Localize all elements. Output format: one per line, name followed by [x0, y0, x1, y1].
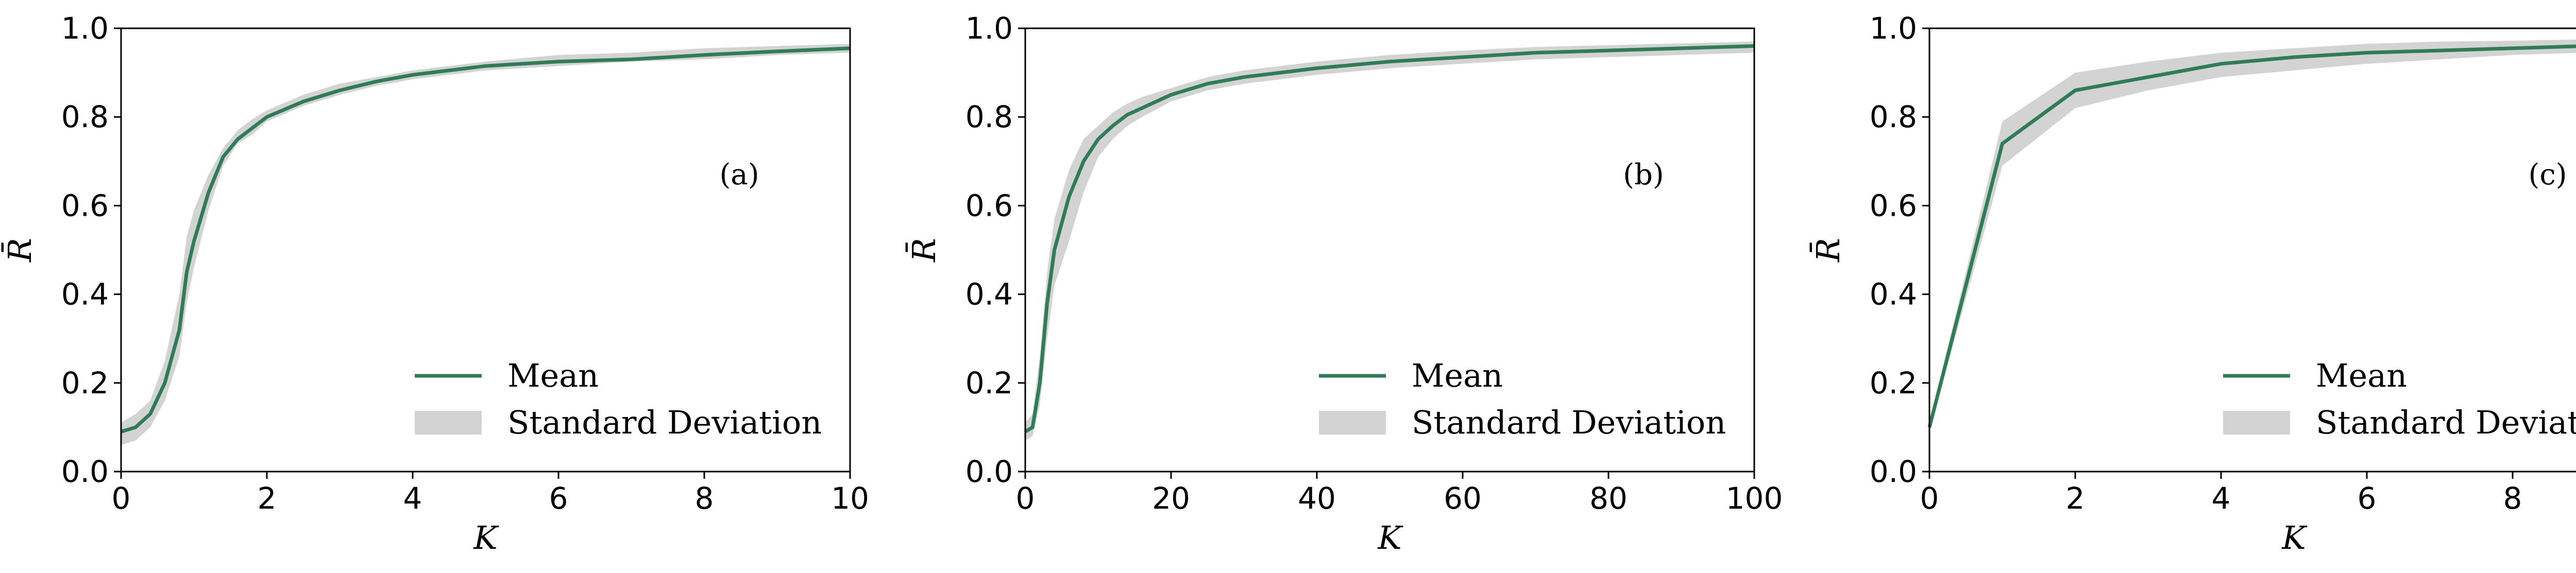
- legend-mean-label: Mean: [2316, 357, 2407, 394]
- x-axis-label: K: [473, 519, 499, 557]
- y-axis-label: R̄: [1809, 238, 1847, 263]
- x-tick-label: 8: [695, 481, 714, 516]
- x-axis-label: K: [1377, 519, 1403, 557]
- chart-panel-3: 02468100.00.20.40.60.81.0KR̄(c)MeanStand…: [1809, 11, 2576, 557]
- legend-mean-label: Mean: [1412, 357, 1503, 394]
- y-tick-label: 1.0: [61, 11, 109, 46]
- axes-frame: [1024, 27, 1755, 473]
- y-tick-label: 0.6: [965, 188, 1013, 223]
- axes-frame: [1928, 27, 2576, 473]
- y-tick-label: 1.0: [965, 11, 1013, 46]
- legend-std-swatch: [2223, 411, 2290, 435]
- panel-label: (c): [2528, 158, 2567, 192]
- x-tick-label: 2: [258, 481, 277, 516]
- x-tick-label: 2: [2066, 481, 2085, 516]
- y-tick-label: 0.0: [1870, 454, 1917, 489]
- x-tick-label: 80: [1589, 481, 1628, 516]
- legend-std-label: Standard Deviation: [507, 404, 822, 441]
- mean-line: [1927, 44, 2576, 428]
- y-tick-label: 0.4: [61, 277, 109, 312]
- x-tick-label: 10: [831, 481, 869, 516]
- y-tick-label: 0.4: [1870, 277, 1917, 312]
- x-tick-label: 8: [2503, 481, 2522, 516]
- std-band: [121, 44, 850, 445]
- x-tick-label: 40: [1298, 481, 1336, 516]
- std-band: [1929, 39, 2576, 432]
- y-tick-label: 0.2: [965, 366, 1013, 401]
- x-tick-label: 4: [403, 481, 422, 516]
- legend-mean-label: Mean: [507, 357, 599, 394]
- y-tick-label: 0.2: [61, 366, 109, 401]
- y-axis-label: R̄: [905, 238, 943, 263]
- y-tick-label: 0.8: [61, 99, 109, 134]
- y-axis-label: R̄: [1, 238, 39, 263]
- y-tick-label: 1.0: [1870, 11, 1917, 46]
- x-tick-label: 0: [112, 481, 131, 516]
- x-tick-label: 60: [1444, 481, 1482, 516]
- panel-label: (a): [719, 158, 759, 192]
- legend-std-swatch: [415, 411, 482, 435]
- y-tick-label: 0.8: [965, 99, 1013, 134]
- legend-std-swatch: [1319, 411, 1386, 435]
- y-tick-label: 0.2: [1870, 366, 1917, 401]
- legend-std-label: Standard Deviation: [2316, 404, 2576, 441]
- x-axis-label: K: [2281, 519, 2308, 557]
- x-tick-label: 0: [1016, 481, 1035, 516]
- y-tick-label: 0.6: [1870, 188, 1917, 223]
- y-tick-label: 0.6: [61, 188, 109, 223]
- x-tick-label: 20: [1152, 481, 1190, 516]
- y-tick-label: 0.0: [61, 454, 109, 489]
- y-tick-label: 0.8: [1870, 99, 1917, 134]
- x-tick-label: 6: [549, 481, 568, 516]
- legend-std-label: Standard Deviation: [1412, 404, 1726, 441]
- x-tick-label: 4: [2212, 481, 2231, 516]
- x-tick-label: 100: [1726, 481, 1783, 516]
- chart-panel-2: 0 20 40 60 80 100 0.0 0.2 0.4 0.6 0.8 1.0 K R̄ (b) Mean…: [905, 11, 1783, 557]
- y-tick-label: 0.4: [965, 277, 1013, 312]
- x-tick-label: 0: [1920, 481, 1939, 516]
- x-tick-label: 6: [2358, 481, 2377, 516]
- panel-label: (b): [1623, 158, 1664, 192]
- y-tick-label: 0.0: [965, 454, 1013, 489]
- mean-line: [1024, 44, 1755, 433]
- chart-panel-1: 0 2 4 6 8 10 0.0 0.2 0.4 0.6 0.8 1.0 K R̄ (a) Mean Stand…: [1, 11, 869, 557]
- mean-line: [120, 46, 851, 433]
- std-band: [1025, 41, 1754, 441]
- axes-frame: [120, 27, 851, 473]
